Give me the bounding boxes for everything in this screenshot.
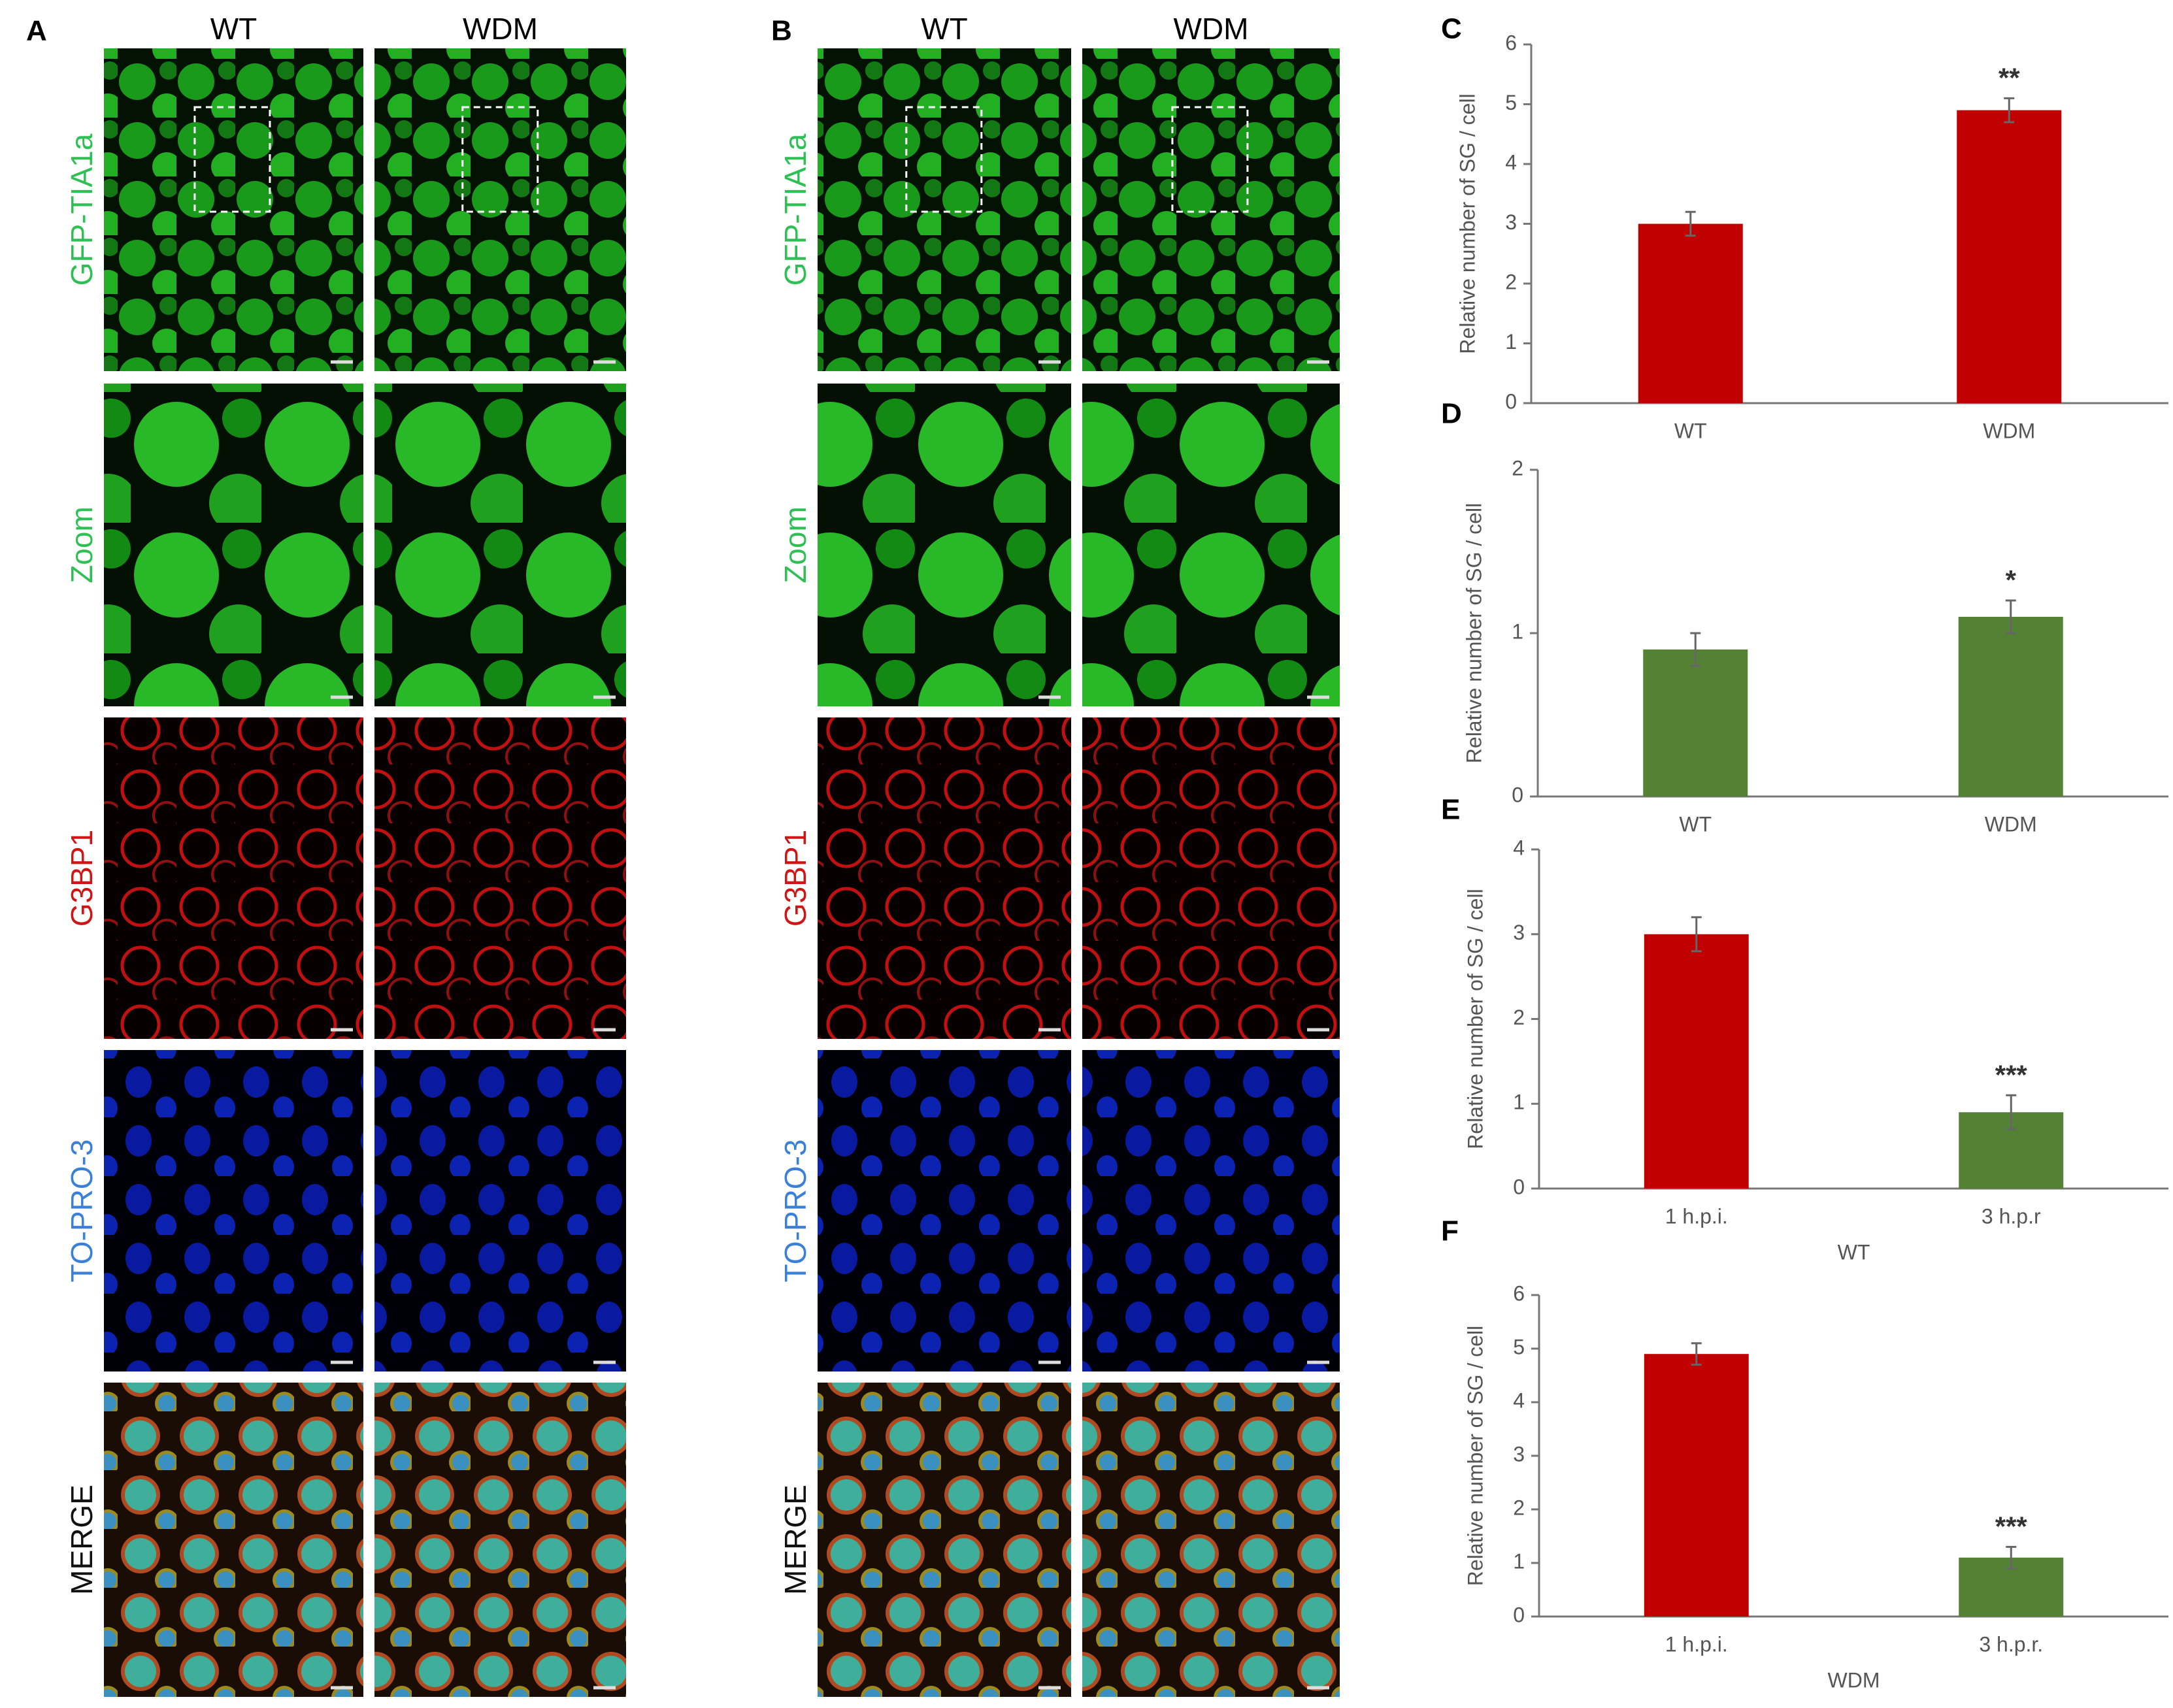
column-header: WDM — [1174, 12, 1249, 46]
row-label: MERGE — [65, 1485, 99, 1595]
micrograph — [818, 48, 1071, 371]
micrograph — [374, 384, 626, 706]
zoom-box — [1171, 106, 1249, 213]
y-tick-label: 6 — [1513, 1281, 1525, 1305]
significance: ** — [1999, 62, 2020, 93]
micrograph — [818, 1383, 1071, 1697]
micrograph — [104, 1383, 363, 1697]
zoom-box — [461, 106, 539, 213]
micrograph — [818, 384, 1071, 706]
bar — [1958, 617, 2063, 797]
panel-letter: B — [771, 15, 792, 47]
y-tick-label: 2 — [1513, 1496, 1525, 1519]
y-tick-label: 4 — [1513, 836, 1525, 859]
y-axis-label: Relative number of SG / cell — [1462, 503, 1485, 763]
row-label: TO-PRO-3 — [65, 1140, 99, 1283]
y-tick-label: 0 — [1512, 783, 1523, 806]
x-tick-label: WDM — [1983, 419, 2035, 442]
y-tick-label: 4 — [1505, 150, 1517, 174]
y-tick-label: 2 — [1505, 270, 1517, 293]
bar — [1638, 223, 1743, 403]
y-tick-label: 3 — [1505, 210, 1517, 234]
panel-letter: A — [26, 15, 47, 47]
x-tick-label: WDM — [1985, 812, 2037, 836]
y-tick-label: 1 — [1505, 330, 1517, 353]
micrograph — [1082, 1383, 1340, 1697]
panel-letter: C — [1441, 13, 1462, 45]
y-axis-label: Relative number of SG / cell — [1455, 93, 1479, 353]
row-label: G3BP1 — [778, 830, 812, 927]
x-tick-label: WT — [1674, 419, 1707, 442]
micrograph — [1082, 384, 1340, 706]
row-label: Zoom — [778, 506, 812, 583]
y-axis-label: Relative number of SG / cell — [1463, 889, 1487, 1149]
zoom-box — [193, 106, 271, 213]
bar — [1644, 1354, 1749, 1617]
y-tick-label: 3 — [1513, 921, 1525, 944]
panel-letter: E — [1441, 794, 1460, 826]
row-label: MERGE — [778, 1485, 812, 1595]
bar — [1957, 110, 2062, 403]
significance: * — [2006, 565, 2017, 595]
y-axis-label: Relative number of SG / cell — [1463, 1326, 1487, 1586]
zoom-box — [905, 106, 983, 213]
x-axis-label: WDM — [1828, 1668, 1880, 1692]
row-label: GFP-TIA1a — [778, 133, 812, 286]
panel-letter: F — [1441, 1215, 1459, 1247]
y-tick-label: 0 — [1513, 1175, 1525, 1198]
bar — [1644, 934, 1749, 1189]
micrograph — [1082, 48, 1340, 371]
y-tick-label: 2 — [1513, 1006, 1525, 1029]
row-label: GFP-TIA1a — [65, 133, 99, 286]
y-tick-label: 2 — [1512, 456, 1523, 480]
panel-letter: D — [1441, 398, 1462, 430]
y-tick-label: 1 — [1513, 1091, 1525, 1114]
y-tick-label: 1 — [1513, 1549, 1525, 1573]
y-tick-label: 3 — [1513, 1442, 1525, 1466]
micrograph — [374, 717, 626, 1039]
x-tick-label: 1 h.p.i. — [1665, 1632, 1728, 1656]
bar — [1643, 649, 1748, 797]
y-tick-label: 0 — [1505, 389, 1517, 413]
significance: *** — [1995, 1059, 2028, 1090]
y-tick-label: 4 — [1513, 1388, 1525, 1412]
micrograph — [104, 384, 363, 706]
x-tick-label: 3 h.p.r — [1982, 1204, 2041, 1228]
row-label: G3BP1 — [65, 830, 99, 927]
micrograph — [104, 717, 363, 1039]
micrograph — [1082, 717, 1340, 1039]
x-tick-label: 3 h.p.r. — [1979, 1632, 2043, 1656]
column-header: WT — [210, 12, 257, 46]
y-tick-label: 5 — [1513, 1335, 1525, 1358]
y-tick-label: 1 — [1512, 619, 1523, 643]
micrograph — [818, 717, 1071, 1039]
micrograph — [104, 48, 363, 371]
column-header: WDM — [463, 12, 538, 46]
micrograph — [374, 1050, 626, 1371]
y-tick-label: 5 — [1505, 91, 1517, 114]
y-tick-label: 6 — [1505, 31, 1517, 54]
row-label: Zoom — [65, 506, 99, 583]
micrograph — [374, 48, 626, 371]
y-tick-label: 0 — [1513, 1603, 1525, 1626]
micrograph — [1082, 1050, 1340, 1371]
x-axis-label: WT — [1838, 1240, 1870, 1264]
significance: *** — [1995, 1511, 2028, 1541]
column-header: WT — [921, 12, 968, 46]
row-label: TO-PRO-3 — [778, 1140, 812, 1283]
x-tick-label: 1 h.p.i. — [1665, 1204, 1728, 1228]
x-tick-label: WT — [1679, 812, 1712, 836]
micrograph — [374, 1383, 626, 1697]
micrograph — [104, 1050, 363, 1371]
micrograph — [818, 1050, 1071, 1371]
